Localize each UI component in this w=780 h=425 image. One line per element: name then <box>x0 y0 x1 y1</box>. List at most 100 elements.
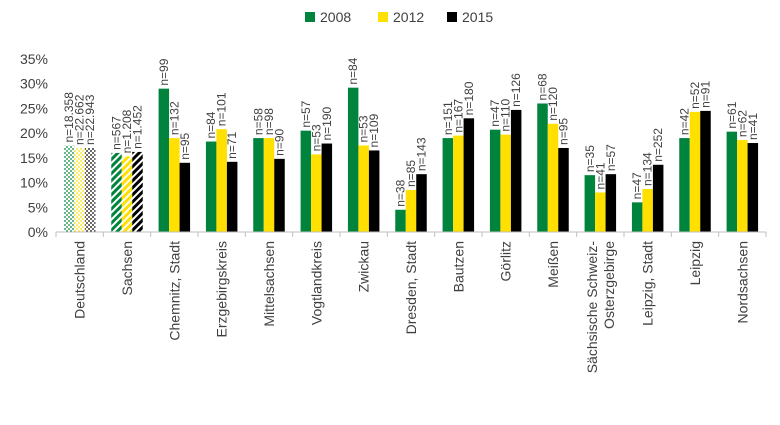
bar <box>558 147 569 232</box>
n-label: n=47 <box>488 99 502 126</box>
x-category-label: Leipzig, Stadt <box>640 241 656 326</box>
n-label: n=47 <box>630 172 644 199</box>
legend-swatch <box>305 12 315 22</box>
bar <box>500 134 511 232</box>
x-category-label: Erzgebirgskreis <box>214 241 230 337</box>
bar <box>642 188 653 232</box>
bar <box>158 88 170 233</box>
n-label: n=95 <box>178 132 192 159</box>
legend-swatch <box>378 12 388 22</box>
n-label: n=42 <box>678 108 692 135</box>
n-label: n=98 <box>262 108 276 135</box>
x-category-label: Görlitz <box>498 241 514 281</box>
bar <box>347 87 359 232</box>
bar <box>84 147 96 232</box>
n-label: n=41 <box>593 162 607 189</box>
bar <box>584 175 596 232</box>
x-category-label: Bautzen <box>450 241 466 292</box>
bar <box>300 130 312 232</box>
n-label: n=18.358 <box>62 92 76 143</box>
n-label: n=91 <box>699 81 713 108</box>
n-label: n=68 <box>536 73 550 100</box>
n-label: n=35 <box>583 145 597 172</box>
y-tick-label: 25% <box>20 100 48 116</box>
x-category-label: Deutschland <box>72 241 88 319</box>
n-label: n=1.452 <box>131 105 145 149</box>
n-label: n=52 <box>688 82 702 109</box>
bar <box>605 174 617 232</box>
n-label: n=22.662 <box>73 94 87 145</box>
y-tick-label: 10% <box>20 175 48 191</box>
n-label: n=90 <box>273 128 287 155</box>
x-category-label: Mittelsachsen <box>261 241 277 327</box>
n-label: n=567 <box>110 116 124 150</box>
x-category-label: Sächsische Schweiz- <box>584 241 600 374</box>
y-axis: 0% 5% 10% 15% 20% 25% 30% 35% <box>20 51 48 240</box>
x-category-label: Leipzig <box>687 241 703 285</box>
bar <box>689 111 701 232</box>
bar <box>595 192 606 232</box>
bar <box>747 143 759 232</box>
n-label: n=190 <box>320 106 334 140</box>
y-tick-label: 20% <box>20 125 48 141</box>
n-label: n=110 <box>499 98 513 131</box>
bar <box>416 174 427 232</box>
n-label: n=53 <box>309 124 323 151</box>
bar <box>311 154 322 232</box>
bar <box>321 143 333 232</box>
bar <box>463 118 475 232</box>
x-category-label: Zwickau <box>356 241 372 292</box>
n-label: n=53 <box>357 115 371 142</box>
n-label: n=84 <box>346 57 360 84</box>
bar <box>132 151 143 232</box>
n-label: n=71 <box>225 131 239 158</box>
bar <box>453 135 464 232</box>
x-category-label: Sachsen <box>119 241 135 295</box>
n-label: n=57 <box>604 144 618 171</box>
n-label: n=252 <box>651 128 665 162</box>
legend-label: 2012 <box>393 9 424 25</box>
y-tick-label: 30% <box>20 76 48 92</box>
n-label: n=95 <box>557 118 571 145</box>
y-tick-label: 5% <box>28 199 48 215</box>
x-category-label: Vogtlandkreis <box>308 241 324 325</box>
y-tick-label: 0% <box>28 224 48 240</box>
n-label: n=180 <box>462 81 476 115</box>
n-label: n=58 <box>252 108 266 135</box>
bar <box>405 189 417 232</box>
bar <box>263 138 275 232</box>
bar <box>547 123 559 232</box>
n-label: n=85 <box>404 160 418 187</box>
n-label: n=132 <box>167 101 181 135</box>
bar <box>216 129 227 232</box>
bar <box>121 156 133 232</box>
n-label: n=109 <box>367 113 381 147</box>
n-label: n=167 <box>451 99 465 133</box>
n-label: n=62 <box>735 110 749 137</box>
bar <box>169 138 180 232</box>
legend-swatch <box>447 12 457 22</box>
x-category-label: Nordsachsen <box>734 241 750 324</box>
bar <box>179 162 191 232</box>
x-axis: Deutschland Sachsen Chemnitz, Stadt Erzgebi… <box>55 231 767 374</box>
bar <box>205 141 217 232</box>
bar <box>700 110 711 232</box>
bar <box>726 131 738 232</box>
n-label: n=1.208 <box>120 109 134 153</box>
bar <box>358 145 369 232</box>
n-label: n=120 <box>546 87 560 121</box>
n-label: n=134 <box>641 152 655 186</box>
bar <box>74 147 85 232</box>
bar <box>631 202 643 232</box>
n-label: n=22.943 <box>83 94 97 145</box>
x-category-label: Meißen <box>545 241 561 288</box>
n-label: n=38 <box>394 179 408 206</box>
n-label: n=84 <box>204 111 218 138</box>
bars <box>63 87 759 233</box>
bar <box>537 103 548 232</box>
x-category-label: Osterzgebirge <box>601 241 617 329</box>
n-label: n=151 <box>441 101 455 135</box>
legend-label: 2008 <box>320 9 351 25</box>
